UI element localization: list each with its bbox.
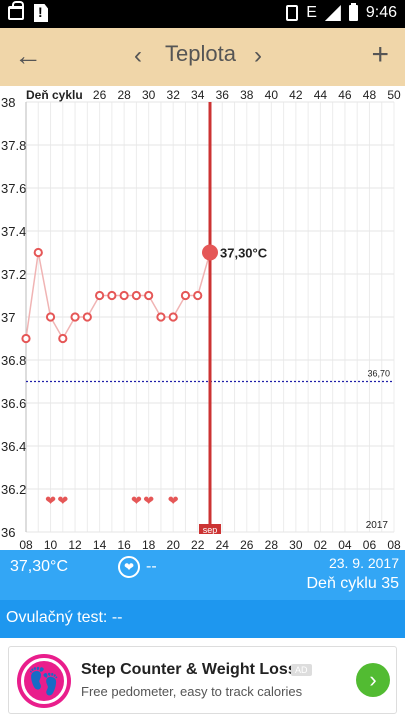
bottom-tick-label: 08: [19, 538, 33, 550]
temperature-point: [193, 290, 203, 301]
bottom-tick-label: 12: [68, 538, 82, 550]
app-toolbar: ← ‹ Teplota › +: [0, 28, 405, 86]
heart-marker-icon: ❤: [57, 493, 68, 508]
battery-icon: [348, 3, 358, 21]
top-tick-label: 26: [93, 88, 107, 102]
selected-axis-marker: [199, 524, 221, 534]
temperature-series-line: [25, 252, 211, 341]
top-tick-label: 30: [142, 88, 156, 102]
bottom-tick-label: 14: [93, 538, 107, 550]
bottom-tick-label: 08: [387, 538, 401, 550]
bottom-tick-label: 06: [363, 538, 377, 550]
top-tick-label: 28: [117, 88, 131, 102]
temperature-point: [168, 312, 178, 322]
top-tick-label: 48: [363, 88, 377, 102]
selected-day-info: 37,30°C ❤ -- 23. 9. 2017 Deň cyklu 35: [0, 550, 405, 600]
selected-date: 23. 9. 2017: [328, 555, 399, 571]
status-bar: E 9:46: [0, 0, 405, 28]
y-tick-label: 37.6: [1, 181, 26, 196]
selected-point: [202, 244, 218, 261]
bottom-tick-label: 20: [167, 538, 181, 550]
temperature-chart[interactable]: 38 37.8 37.6 37.4 37.2 37 36.8 36.6 36.4 36.2 36 De…: [0, 86, 405, 552]
y-tick-label: 36.2: [1, 482, 26, 497]
top-tick-label: 36: [216, 88, 230, 102]
temperature-point: [156, 312, 166, 322]
y-tick-label: 37: [1, 310, 15, 325]
temperature-point: [180, 290, 191, 301]
network-type: E: [306, 4, 317, 21]
heart-marker-icon: ❤: [131, 493, 142, 508]
temperature-point: [82, 312, 92, 322]
signal-icon: [324, 5, 341, 21]
temperature-point: [95, 290, 105, 301]
y-tick-label: 38: [1, 95, 15, 110]
page-title: Teplota: [165, 41, 236, 66]
top-tick-label: 46: [338, 88, 352, 102]
sim-alert-icon: [34, 4, 48, 22]
selected-temperature: 37,30°C: [10, 558, 68, 575]
shopping-bag-icon: [8, 1, 24, 20]
temperature-point: [58, 333, 68, 344]
top-tick-label: 34: [191, 88, 205, 102]
bottom-tick-label: 30: [289, 538, 303, 550]
next-chart-icon[interactable]: ›: [254, 42, 262, 69]
bottom-tick-label: 18: [142, 538, 156, 550]
bottom-tick-label: 22: [191, 538, 205, 550]
bottom-tick-label: 10: [44, 538, 58, 550]
top-tick-label: 44: [314, 88, 328, 102]
top-axis-label: Deň cyklu: [26, 88, 83, 102]
add-icon[interactable]: +: [371, 38, 389, 71]
y-tick-label: 37.2: [1, 267, 26, 282]
y-tick-label: 36.4: [1, 439, 26, 454]
ovulation-test-bar[interactable]: Ovulačný test: --: [0, 600, 405, 638]
bottom-tick-label: 26: [240, 538, 254, 550]
back-arrow-icon[interactable]: ←: [14, 40, 42, 71]
y-tick-label: 36.6: [1, 396, 26, 411]
ad-description: Free pedometer, easy to track calories: [81, 684, 303, 699]
temperature-point: [107, 290, 117, 301]
top-tick-label: 38: [240, 88, 254, 102]
previous-chart-icon[interactable]: ‹: [134, 42, 142, 69]
temperature-point: [70, 312, 80, 322]
selected-axis-marker-label: sep: [203, 525, 218, 535]
temperature-point: [21, 333, 31, 344]
top-tick-label: 40: [265, 88, 279, 102]
heart-marker-icon: ❤: [45, 493, 56, 508]
top-tick-label: 42: [289, 88, 303, 102]
chevron-right-icon[interactable]: ›: [356, 663, 390, 697]
clock: 9:46: [365, 4, 397, 21]
vibrate-icon: [286, 5, 299, 21]
selected-point-label: 37,30°C: [220, 246, 268, 261]
y-tick-label: 37.8: [1, 138, 26, 153]
temperature-point: [33, 247, 43, 258]
ad-title: Step Counter & Weight Loss: [81, 661, 297, 678]
cover-line-label: 36,70: [367, 369, 390, 379]
chart-svg[interactable]: 38 37.8 37.6 37.4 37.2 37 36.8 36.6 36.4 36.2 36 De…: [0, 86, 405, 552]
y-tick-label: 37.4: [1, 224, 26, 239]
bottom-tick-label: 24: [216, 538, 230, 550]
cycle-day: Deň cyklu 35: [306, 575, 400, 592]
heart-marker-icon: ❤: [168, 493, 179, 508]
temperature-point: [144, 290, 154, 301]
bottom-tick-label: 02: [314, 538, 328, 550]
temperature-point: [131, 290, 141, 301]
top-tick-label: 50: [387, 88, 401, 102]
heart-value: --: [146, 558, 157, 575]
year-label: 2017: [366, 520, 389, 531]
ad-banner[interactable]: 👣 Step Counter & Weight Loss AD Free ped…: [8, 646, 397, 714]
bottom-tick-label: 04: [338, 538, 352, 550]
bottom-tick-label: 28: [265, 538, 279, 550]
footprints-icon: 👣: [17, 654, 71, 708]
bottom-tick-label: 16: [117, 538, 131, 550]
heart-marker-icon: ❤: [143, 493, 154, 508]
heart-icon[interactable]: ❤: [118, 556, 140, 578]
temperature-point: [45, 312, 56, 322]
y-tick-label: 36: [1, 525, 15, 540]
y-tick-label: 36.8: [1, 353, 26, 368]
temperature-point: [119, 290, 129, 301]
ovulation-test-text: Ovulačný test: --: [6, 609, 123, 626]
top-tick-label: 32: [167, 88, 181, 102]
ad-tag: AD: [291, 664, 312, 676]
